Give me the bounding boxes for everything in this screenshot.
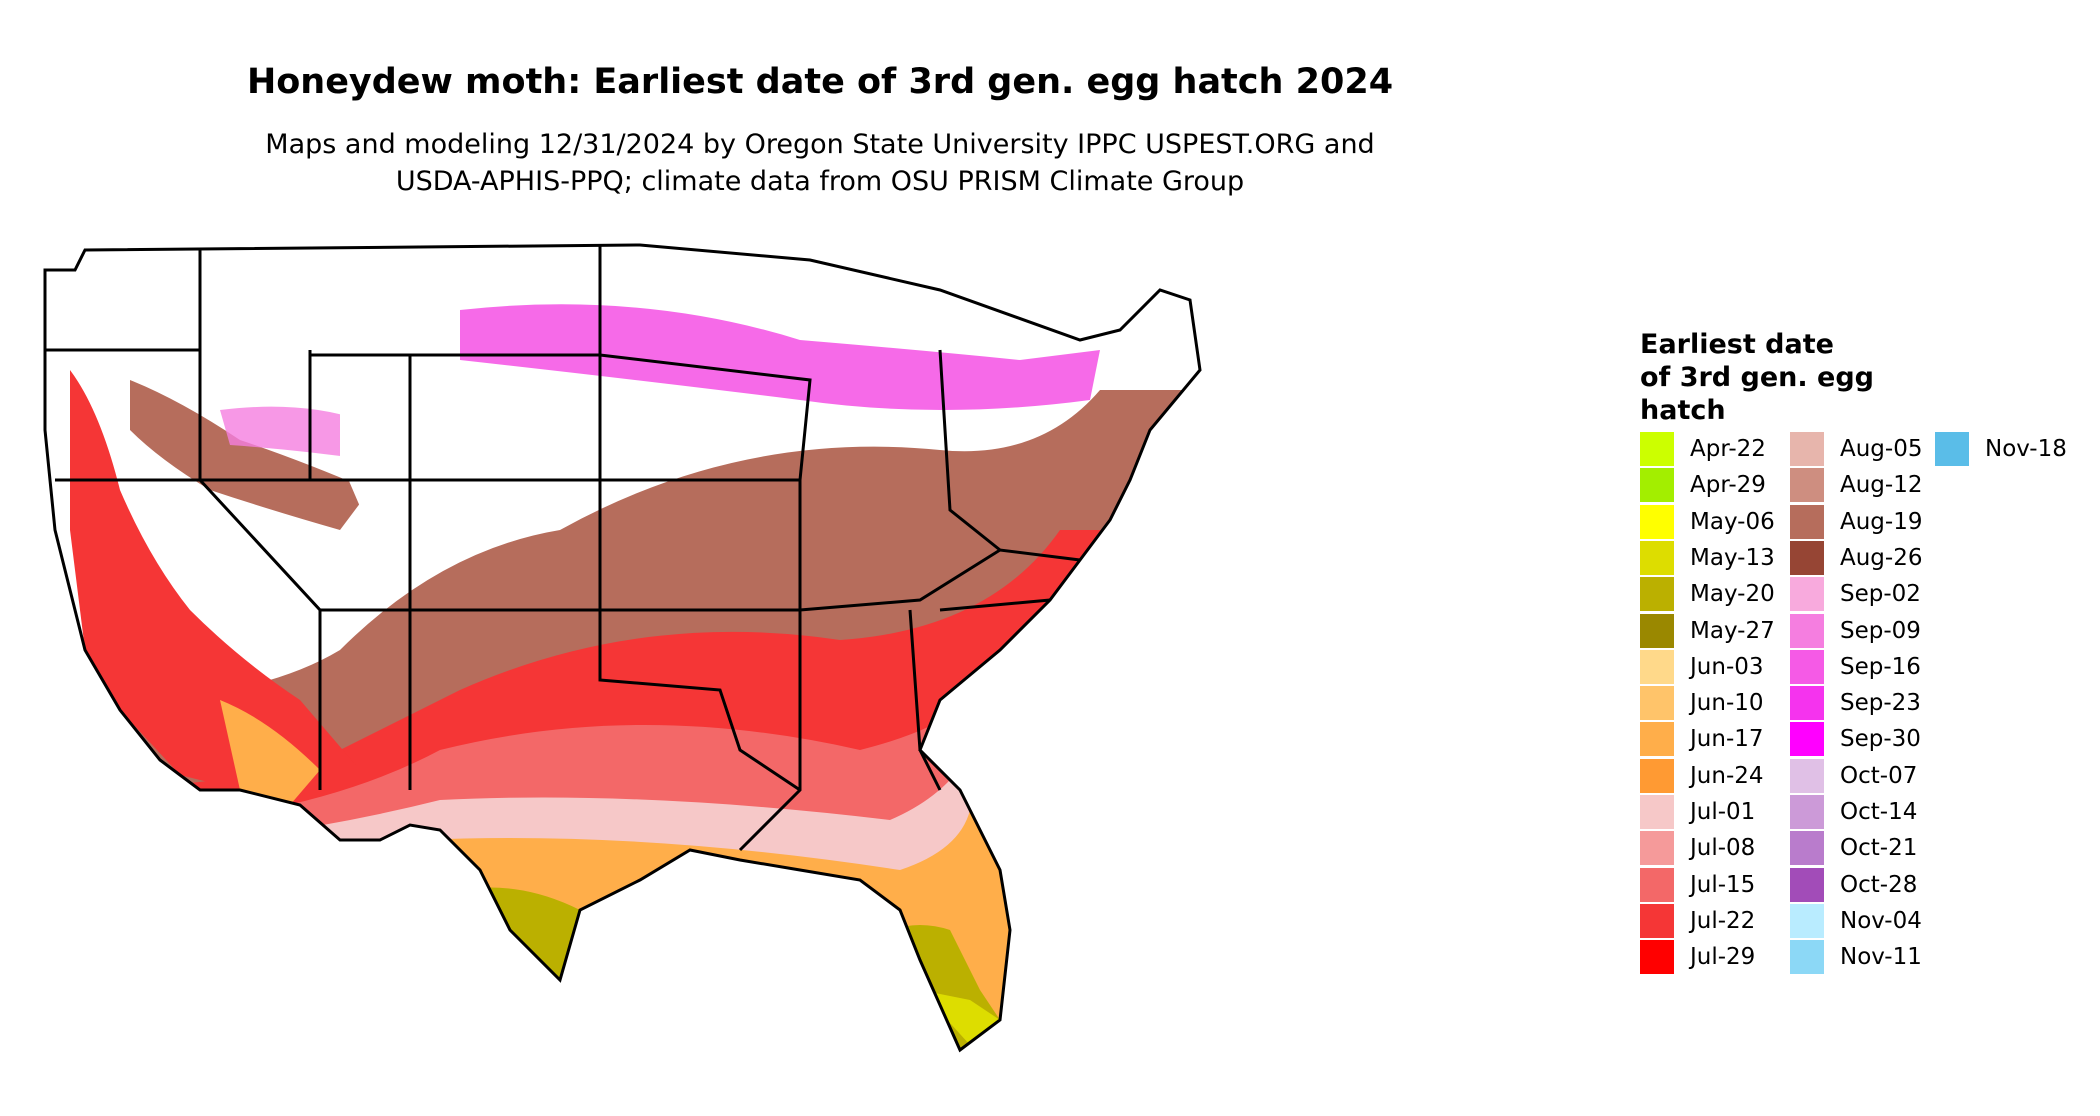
legend-title-line-2: of 3rd gen. egg — [1640, 362, 1875, 393]
legend-label: Jul-08 — [1690, 835, 1756, 862]
legend-label: Nov-04 — [1840, 907, 1922, 934]
legend-label: Nov-18 — [1985, 436, 2067, 462]
legend-label: Jun-17 — [1690, 726, 1764, 753]
band-jun-17 — [45, 810, 1200, 1050]
legend-label: Jul-15 — [1690, 871, 1756, 898]
legend-swatch — [1790, 722, 1824, 757]
legend-label: May-06 — [1690, 508, 1775, 535]
legend-label: Oct-07 — [1840, 762, 1918, 789]
legend-swatch — [1790, 686, 1824, 721]
legend-label: Jun-24 — [1690, 762, 1764, 789]
legend-swatch — [1790, 432, 1824, 466]
legend-label: Jun-10 — [1690, 690, 1764, 717]
legend-swatch — [1640, 831, 1674, 866]
legend-swatch — [1935, 432, 1969, 466]
legend-swatch — [1790, 613, 1824, 648]
legend-swatch — [1790, 504, 1824, 539]
legend-swatch — [1790, 940, 1824, 975]
legend-swatch — [1640, 903, 1674, 938]
legend-swatch — [1640, 649, 1674, 684]
legend-label: May-27 — [1690, 617, 1775, 644]
region-no-data-colorado — [340, 380, 470, 560]
band-great-basin — [130, 380, 370, 530]
legend-label: Sep-30 — [1840, 726, 1921, 753]
map-title: Honeydew moth: Earliest date of 3rd gen.… — [246, 62, 1394, 102]
legend-label: Aug-05 — [1840, 436, 1923, 462]
legend-swatch — [1640, 504, 1674, 539]
legend-label: Sep-23 — [1840, 690, 1921, 717]
subtitle-line-2: USDA-APHIS-PPQ; climate data from OSU PR… — [395, 166, 1245, 197]
legend-swatch — [1640, 468, 1674, 503]
legend-swatch — [1790, 540, 1824, 575]
legend-label: Apr-22 — [1690, 436, 1766, 462]
legend-label: Oct-14 — [1840, 799, 1918, 825]
legend-label: Jul-22 — [1690, 907, 1756, 934]
subtitle-line-1: Maps and modeling 12/31/2024 by Oregon S… — [265, 129, 1375, 160]
legend-swatch — [1640, 722, 1674, 757]
legend-swatch — [1790, 867, 1824, 902]
legend-label: Aug-19 — [1840, 508, 1923, 535]
legend-swatch — [1640, 795, 1674, 829]
legend-label: Oct-28 — [1840, 871, 1918, 898]
legend-swatch — [1790, 795, 1824, 829]
legend-swatch — [1640, 432, 1674, 466]
legend-swatch — [1790, 831, 1824, 866]
legend-swatch — [1790, 577, 1824, 612]
legend-title: Earliest date of 3rd gen. egg hatch — [1640, 328, 2060, 427]
legend-swatch — [1640, 867, 1674, 902]
band-arizona-jun-17 — [220, 700, 320, 805]
legend-label: Sep-16 — [1840, 653, 1921, 680]
legend-label: Sep-09 — [1840, 617, 1921, 644]
state-boundaries — [43, 243, 1202, 1053]
us-degree-day-map — [43, 243, 1202, 1053]
legend-label: Jul-01 — [1690, 799, 1756, 825]
legend-swatch — [1790, 468, 1824, 503]
legend-label: May-20 — [1690, 581, 1775, 608]
legend-label: Aug-26 — [1840, 544, 1923, 571]
band-west-jul-22 — [70, 370, 360, 790]
legend-swatch — [1640, 940, 1674, 975]
legend-label: Apr-29 — [1690, 472, 1766, 499]
legend-swatch — [1640, 758, 1674, 793]
legend-swatch — [1640, 540, 1674, 575]
legend-label: Jul-29 — [1690, 944, 1756, 971]
legend-label: Oct-21 — [1840, 835, 1918, 862]
legend-swatch — [1640, 613, 1674, 648]
legend-swatch — [1790, 649, 1824, 684]
legend-swatch — [1640, 577, 1674, 612]
legend-swatch — [1790, 758, 1824, 793]
legend-label: Aug-12 — [1840, 472, 1923, 499]
legend-label: Nov-11 — [1840, 944, 1922, 971]
legend-label: Jun-03 — [1690, 653, 1764, 680]
legend-swatch — [1640, 686, 1674, 721]
band-north-sep-16 — [460, 304, 1100, 410]
legend-label: May-13 — [1690, 544, 1775, 571]
map-subtitle: Maps and modeling 12/31/2024 by Oregon S… — [0, 126, 1640, 200]
legend-title-line-1: Earliest date — [1640, 329, 1834, 360]
band-idaho-sep-09 — [220, 406, 370, 460]
legend-swatch — [1790, 903, 1824, 938]
legend-label: Sep-02 — [1840, 581, 1921, 608]
legend-title-line-3: hatch — [1640, 395, 1726, 426]
